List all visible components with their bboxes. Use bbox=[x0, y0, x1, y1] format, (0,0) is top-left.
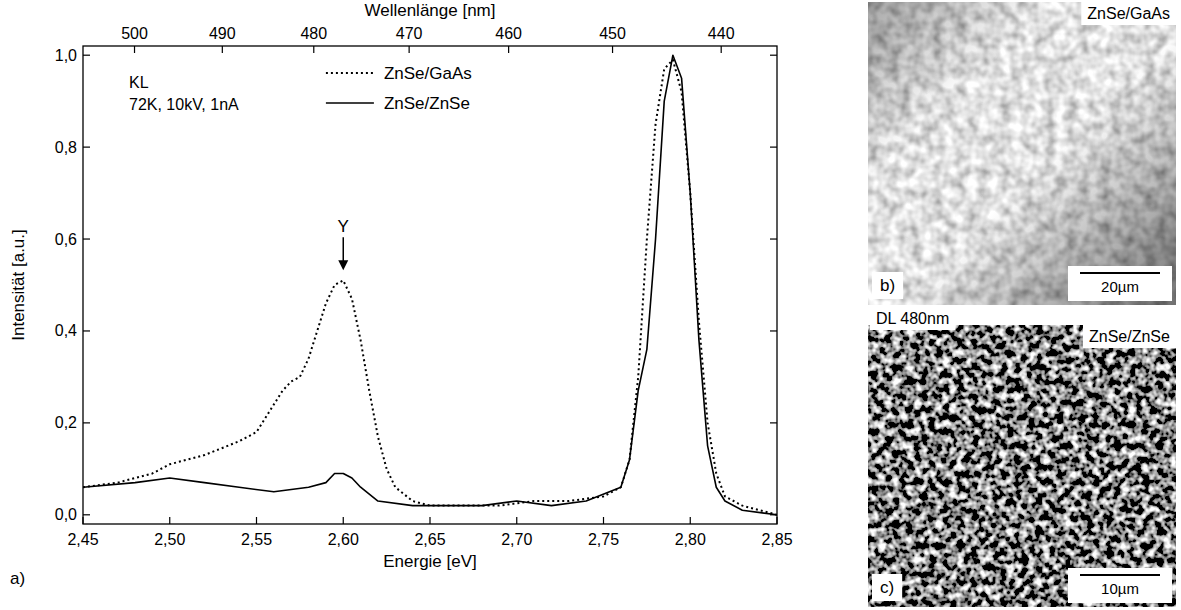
image-title-bg bbox=[1081, 2, 1176, 25]
x-tick-label: 2,85 bbox=[761, 531, 792, 548]
scale-bar-bg bbox=[1068, 266, 1172, 301]
x2-tick bbox=[313, 46, 314, 53]
x2-axis-title: Wellenlänge [nm] bbox=[364, 1, 495, 20]
annotation-arrow bbox=[343, 237, 345, 263]
scale-bar bbox=[1080, 272, 1160, 274]
legend-label: ZnSe/GaAs bbox=[384, 64, 472, 83]
x-tick-label: 2,80 bbox=[675, 531, 706, 548]
y-tick bbox=[83, 55, 90, 56]
y-tick-label: 0,0 bbox=[55, 506, 77, 523]
x-tick bbox=[429, 517, 430, 524]
plot-frame bbox=[83, 46, 777, 524]
x-tick bbox=[343, 517, 344, 524]
x-tick bbox=[82, 517, 83, 524]
y-tick-right bbox=[770, 55, 777, 56]
y-tick-right bbox=[770, 147, 777, 148]
x2-tick-label: 470 bbox=[396, 25, 423, 42]
x2-tick bbox=[409, 46, 410, 53]
legend: ZnSe/GaAs ZnSe/ZnSe bbox=[326, 64, 472, 113]
y-tick-label: 0,2 bbox=[55, 414, 77, 431]
x2-tick-label: 460 bbox=[495, 25, 522, 42]
x-tick bbox=[603, 517, 604, 524]
x-tick bbox=[256, 517, 257, 524]
x-tick-label: 2,55 bbox=[241, 531, 272, 548]
x2-tick-label: 480 bbox=[300, 25, 327, 42]
image-panel-label-bg bbox=[872, 574, 902, 601]
x-tick-label: 2,75 bbox=[588, 531, 619, 548]
conditions-text: KL bbox=[129, 74, 149, 91]
y-tick-right bbox=[770, 330, 777, 331]
y-tick-label: 1,0 bbox=[55, 47, 77, 64]
image-panel: ZnSe/GaAs b) 20µm bbox=[868, 2, 1176, 305]
series-group bbox=[83, 55, 777, 515]
series-line bbox=[83, 55, 777, 515]
x2-tick bbox=[222, 46, 223, 53]
x2-tick bbox=[612, 46, 613, 53]
x-tick-label: 2,60 bbox=[328, 531, 359, 548]
x-tick-label: 2,45 bbox=[67, 531, 98, 548]
x-tick-label: 2,65 bbox=[414, 531, 445, 548]
x2-tick-label: 450 bbox=[599, 25, 626, 42]
x2-tick-label: 490 bbox=[209, 25, 236, 42]
x2-tick bbox=[134, 46, 135, 53]
panel-label: a) bbox=[10, 569, 25, 588]
y-tick-label: 0,6 bbox=[55, 231, 77, 248]
x2-tick bbox=[508, 46, 509, 53]
y-tick-right bbox=[770, 238, 777, 239]
y-axis-title: Intensität [a.u.] bbox=[9, 229, 28, 341]
image-title: ZnSe/GaAs bbox=[1087, 5, 1170, 22]
image-panel-label: c) bbox=[880, 578, 894, 597]
image-panel: ZnSe/ZnSe c) 10µm DL 480nm bbox=[868, 307, 1176, 607]
series-line bbox=[83, 60, 777, 515]
conditions-text: 72K, 10kV, 1nA bbox=[129, 96, 239, 113]
image-panel-label-bg bbox=[872, 272, 903, 299]
x2-tick bbox=[721, 46, 722, 53]
scale-bar-label: 20µm bbox=[1101, 278, 1139, 295]
x-axis-title: Energie [eV] bbox=[383, 552, 477, 571]
y-tick bbox=[83, 330, 90, 331]
x-tick bbox=[516, 517, 517, 524]
image-title-bg bbox=[1083, 325, 1176, 348]
x-tick-label: 2,50 bbox=[154, 531, 185, 548]
legend-swatch bbox=[326, 72, 374, 74]
y-tick-right bbox=[770, 514, 777, 515]
x-tick bbox=[690, 517, 691, 524]
scale-bar bbox=[1080, 574, 1160, 576]
image-panel-label: b) bbox=[880, 276, 895, 295]
y-tick bbox=[83, 422, 90, 423]
figure: 2,45 2,50 2,55 2,60 2,65 2,70 2,75 2,80 2,85 0,0 0… bbox=[0, 0, 1181, 610]
micrograph bbox=[868, 2, 1176, 305]
legend-swatch bbox=[326, 102, 374, 104]
micrograph bbox=[868, 325, 1176, 607]
y-tick bbox=[83, 147, 90, 148]
y-tick bbox=[83, 514, 90, 515]
x2-tick-label: 440 bbox=[708, 25, 735, 42]
x-tick bbox=[169, 517, 170, 524]
micrograph-shade bbox=[868, 2, 1176, 305]
scale-bar-label: 10µm bbox=[1101, 580, 1139, 597]
legend-label: ZnSe/ZnSe bbox=[384, 94, 470, 113]
x-tick bbox=[776, 517, 777, 524]
annotation-arrowhead bbox=[338, 260, 348, 270]
y-tick-label: 0,4 bbox=[55, 322, 77, 339]
x2-tick-label: 500 bbox=[121, 25, 148, 42]
image-title: ZnSe/ZnSe bbox=[1089, 328, 1170, 345]
image-caption: DL 480nm bbox=[876, 310, 949, 327]
image-caption-bg bbox=[870, 307, 955, 330]
x-tick-label: 2,70 bbox=[501, 531, 532, 548]
y-tick-label: 0,8 bbox=[55, 139, 77, 156]
scale-bar-bg bbox=[1068, 568, 1172, 603]
y-tick bbox=[83, 238, 90, 239]
y-tick-right bbox=[770, 422, 777, 423]
annotation-text: Y bbox=[338, 217, 349, 236]
micrograph-shade bbox=[868, 2, 1176, 305]
chart: 2,45 2,50 2,55 2,60 2,65 2,70 2,75 2,80 2,85 0,0 0… bbox=[9, 1, 793, 588]
